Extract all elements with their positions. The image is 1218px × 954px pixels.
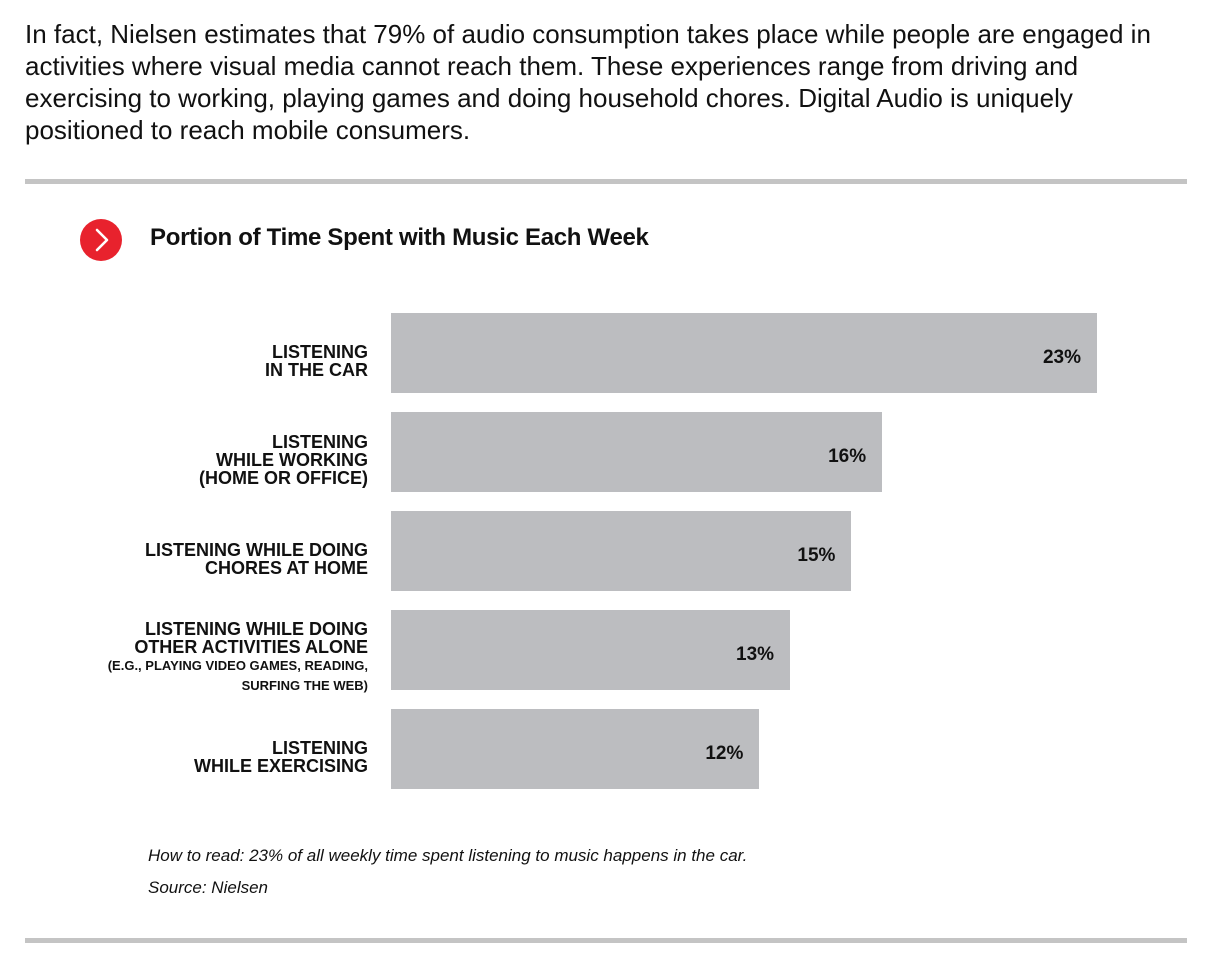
category-label-subline: (E.G., PLAYING VIDEO GAMES, READING, [107,658,368,673]
bar-value-label: 16% [828,446,867,467]
intro-paragraph: In fact, Nielsen estimates that 79% of a… [25,19,1151,145]
bar [391,412,883,492]
category-label-line: (HOME OR OFFICE) [199,468,368,488]
how-to-read-note: How to read: 23% of all weekly time spen… [148,846,748,865]
bar-value-label: 15% [797,545,836,566]
category-label-line: LISTENING WHILE DOING [145,540,368,560]
bar [391,511,852,591]
category-label: LISTENING WHILE WORKING (HOME OR OFFICE) [199,433,368,487]
category-label-line: WHILE EXERCISING [193,756,368,776]
category-label-line: CHORES AT HOME [204,558,368,578]
category-label-line: LISTENING [271,342,368,362]
category-label: LISTENING WHILE DOING CHORES AT HOME [145,541,368,577]
source-note: Source: Nielsen [148,878,269,897]
category-label-subline: SURFING THE WEB) [241,678,368,693]
category-label: LISTENING WHILE DOING OTHER ACTIVITIES AL… [108,620,368,696]
bar [391,313,1097,393]
chart-title: Portion of Time Spent with Music Each We… [150,224,649,251]
bottom-divider [25,938,1187,943]
bar-value-label: 12% [705,743,744,764]
bar-value-label: 13% [736,644,775,665]
category-label-line: LISTENING [271,738,368,758]
bar [391,610,791,690]
bar-value-label: 23% [1042,347,1081,368]
category-label-line: LISTENING [271,432,368,452]
category-label-line: LISTENING WHILE DOING [145,619,368,639]
top-divider [25,179,1187,184]
bar [391,709,760,789]
category-label: LISTENING IN THE CAR [265,343,368,379]
chevron-right-icon [80,219,122,261]
category-label-line: WHILE WORKING [216,450,368,470]
category-label: LISTENING WHILE EXERCISING [194,739,368,775]
category-label-line: IN THE CAR [265,360,368,380]
category-label-line: OTHER ACTIVITIES ALONE [134,637,368,657]
